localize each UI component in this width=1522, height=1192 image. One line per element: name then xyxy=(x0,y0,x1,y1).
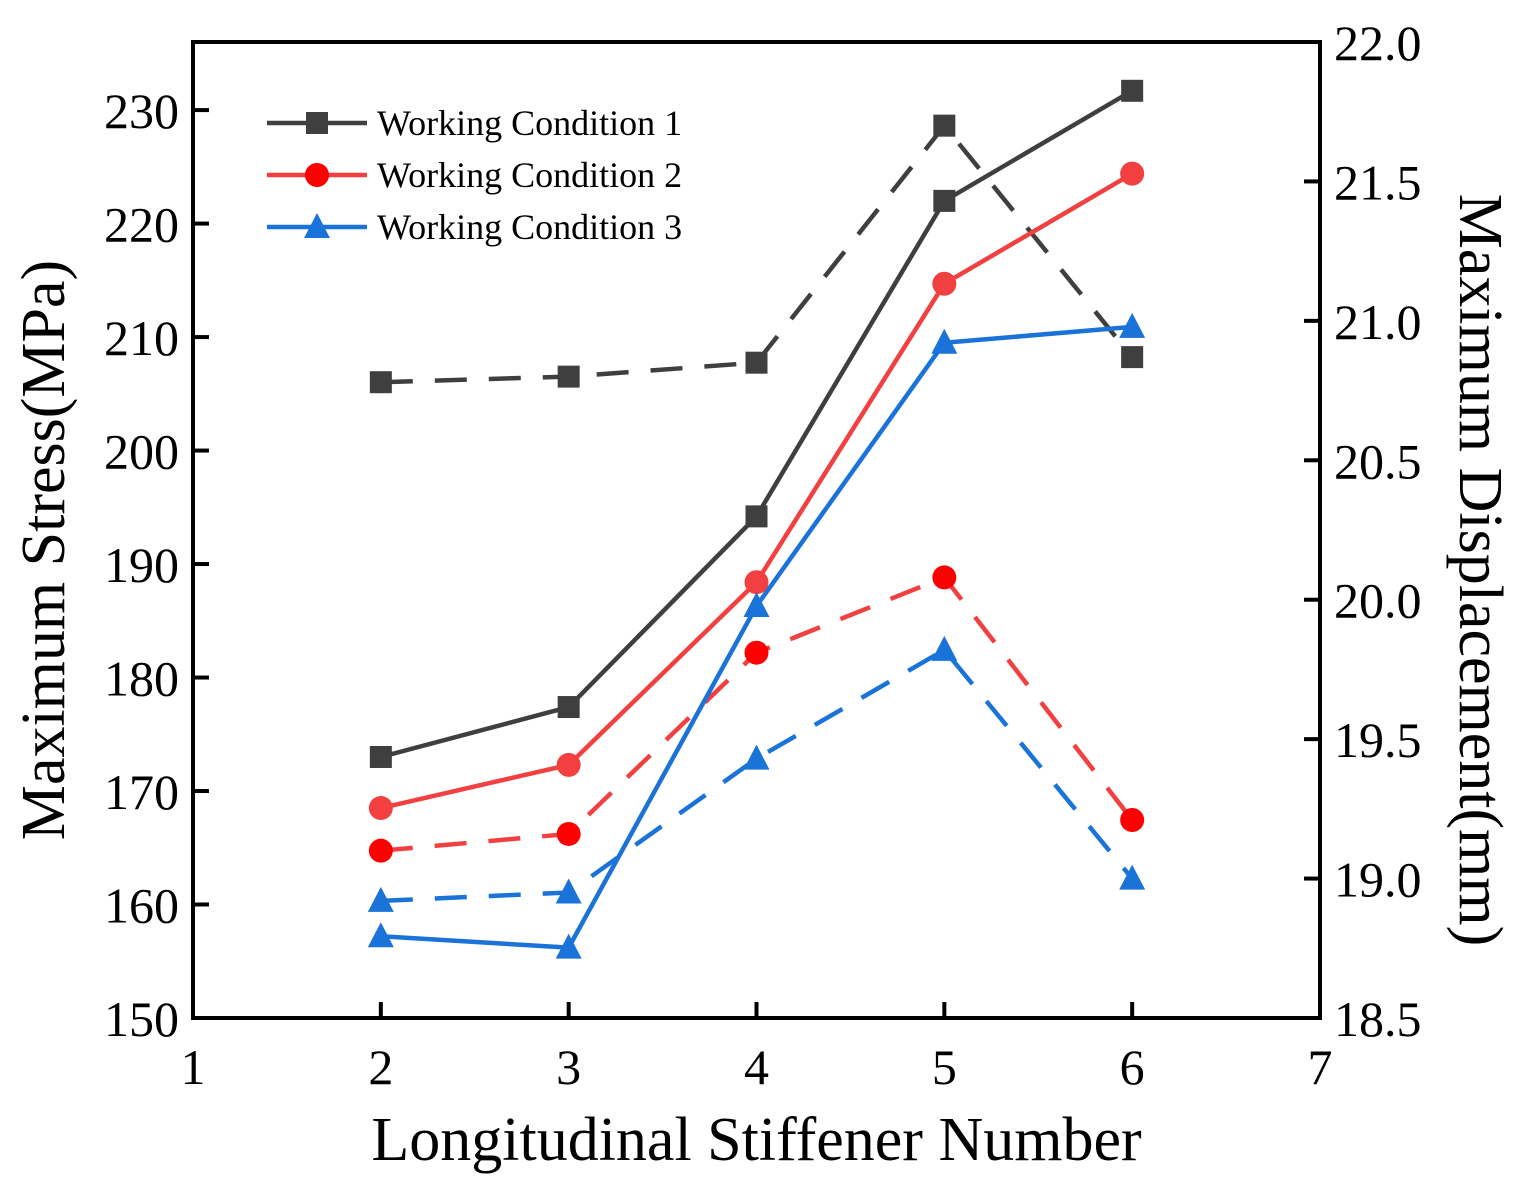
stress-point-series-2 xyxy=(368,796,393,821)
displacement-point-series-3 xyxy=(367,886,394,912)
stress-point-series-3 xyxy=(931,328,958,354)
plot-frame xyxy=(191,40,1322,1020)
y2-tick-label: 20.0 xyxy=(1334,573,1422,629)
stress-point-series-1 xyxy=(557,696,580,719)
x-tick-label: 4 xyxy=(744,1039,769,1095)
displacement-point-series-2 xyxy=(744,640,769,665)
displacement-point-series-2 xyxy=(1120,808,1145,833)
x-tick-label: 2 xyxy=(368,1039,393,1095)
x-tick-label: 3 xyxy=(556,1039,581,1095)
stress-point-series-2 xyxy=(1120,161,1145,186)
displacement-point-series-1 xyxy=(369,371,392,394)
y-tick-label: 200 xyxy=(104,424,179,480)
displacement-point-series-3 xyxy=(931,635,958,661)
displacement-point-series-3 xyxy=(1119,864,1146,890)
stress-point-series-3 xyxy=(1119,312,1146,338)
y2-tick-label: 21.5 xyxy=(1334,154,1422,210)
displacement-line-series-2 xyxy=(380,575,1134,853)
stress-point-series-3 xyxy=(743,592,770,618)
stress-point-series-2 xyxy=(744,570,769,595)
legend-marker-2 xyxy=(305,163,329,187)
x-tick-label: 7 xyxy=(1308,1039,1333,1095)
y-tick-label: 210 xyxy=(104,310,179,366)
x-axis-title: Longitudinal Stiffener Number xyxy=(371,1106,1142,1174)
y2-axis-title: Maximum Displacement(mm) xyxy=(1446,194,1514,946)
legend-marker-1 xyxy=(306,112,328,134)
stress-point-series-2 xyxy=(556,752,581,777)
y-tick-label: 190 xyxy=(104,537,179,593)
displacement-line-series-1 xyxy=(380,123,1134,385)
stress-point-series-3 xyxy=(367,922,394,948)
y2-tick-label: 21.0 xyxy=(1334,294,1422,350)
displacement-point-series-1 xyxy=(933,114,956,137)
displacement-point-series-2 xyxy=(368,838,393,863)
y-tick-label: 220 xyxy=(104,197,179,253)
y-tick-label: 230 xyxy=(104,83,179,139)
displacement-point-series-1 xyxy=(1121,346,1144,369)
stress-point-series-1 xyxy=(1121,79,1144,102)
legend-label-1: Working Condition 1 xyxy=(377,103,682,143)
y2-tick-label: 18.5 xyxy=(1334,991,1422,1047)
legend-label-2: Working Condition 2 xyxy=(377,155,682,195)
y-axis-title: Maximum Stress(MPa) xyxy=(10,260,78,840)
displacement-point-series-3 xyxy=(555,878,582,904)
y-tick-label: 170 xyxy=(104,764,179,820)
tick-layer: 1 2 3 4 5 6 7 150 160 170 180 190 200 210 220 230 18.5 19… xyxy=(104,15,1422,1095)
stress-line-series-3 xyxy=(380,324,1133,950)
y2-tick-label: 22.0 xyxy=(1334,15,1422,71)
stress-point-series-1 xyxy=(369,745,392,768)
stress-line-series-2 xyxy=(380,171,1134,811)
x-tick-label: 6 xyxy=(1120,1039,1145,1095)
stress-point-series-1 xyxy=(745,505,768,528)
displacement-point-series-1 xyxy=(557,365,580,388)
y2-tick-label: 20.5 xyxy=(1334,433,1422,489)
y-tick-label: 180 xyxy=(104,651,179,707)
legend: Working Condition 1 Working Condition 2 Wo… xyxy=(267,103,682,247)
stress-point-series-3 xyxy=(555,933,582,959)
displacement-line-series-3 xyxy=(380,647,1134,904)
displacement-point-series-2 xyxy=(932,565,957,590)
x-tick-label: 5 xyxy=(932,1039,957,1095)
displacement-point-series-3 xyxy=(743,744,770,770)
x-tick-label: 1 xyxy=(181,1039,206,1095)
y2-tick-label: 19.0 xyxy=(1334,852,1422,908)
y-tick-label: 160 xyxy=(104,878,179,934)
stress-point-series-1 xyxy=(933,189,956,212)
legend-marker-3 xyxy=(304,213,330,238)
series-layer xyxy=(367,79,1146,959)
y2-tick-label: 19.5 xyxy=(1334,712,1422,768)
stress-point-series-2 xyxy=(932,271,957,296)
displacement-point-series-2 xyxy=(556,821,581,846)
legend-label-3: Working Condition 3 xyxy=(377,207,682,247)
displacement-point-series-1 xyxy=(745,351,768,374)
y-tick-label: 150 xyxy=(104,991,179,1047)
